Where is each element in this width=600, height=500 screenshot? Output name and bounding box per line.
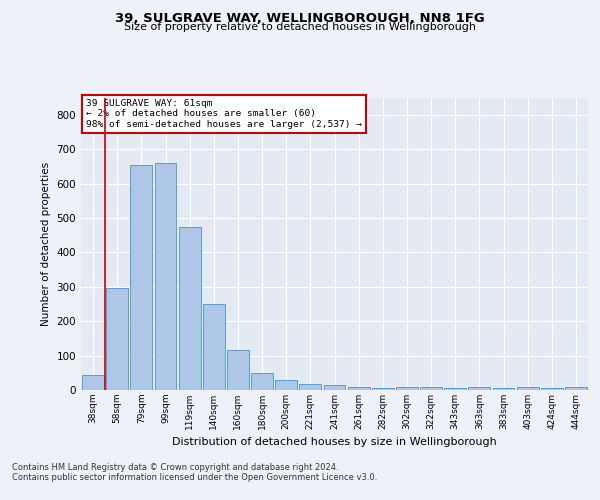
X-axis label: Distribution of detached houses by size in Wellingborough: Distribution of detached houses by size … [172,438,497,448]
Text: 39, SULGRAVE WAY, WELLINGBOROUGH, NN8 1FG: 39, SULGRAVE WAY, WELLINGBOROUGH, NN8 1F… [115,12,485,26]
Bar [227,350,249,390]
Bar [517,387,539,390]
Bar [493,388,514,390]
Text: Contains public sector information licensed under the Open Government Licence v3: Contains public sector information licen… [12,472,377,482]
Bar [348,386,370,390]
Y-axis label: Number of detached properties: Number of detached properties [41,162,51,326]
Text: 39 SULGRAVE WAY: 61sqm
← 2% of detached houses are smaller (60)
98% of semi-deta: 39 SULGRAVE WAY: 61sqm ← 2% of detached … [86,99,362,129]
Bar [179,226,200,390]
Bar [299,384,321,390]
Bar [396,387,418,390]
Bar [155,163,176,390]
Bar [275,380,297,390]
Bar [565,387,587,390]
Bar [372,388,394,390]
Bar [323,385,346,390]
Text: Size of property relative to detached houses in Wellingborough: Size of property relative to detached ho… [124,22,476,32]
Bar [541,388,563,390]
Text: Contains HM Land Registry data © Crown copyright and database right 2024.: Contains HM Land Registry data © Crown c… [12,462,338,471]
Bar [82,374,104,390]
Bar [106,288,128,390]
Bar [130,164,152,390]
Bar [420,386,442,390]
Bar [251,373,273,390]
Bar [469,387,490,390]
Bar [445,388,466,390]
Bar [203,304,224,390]
